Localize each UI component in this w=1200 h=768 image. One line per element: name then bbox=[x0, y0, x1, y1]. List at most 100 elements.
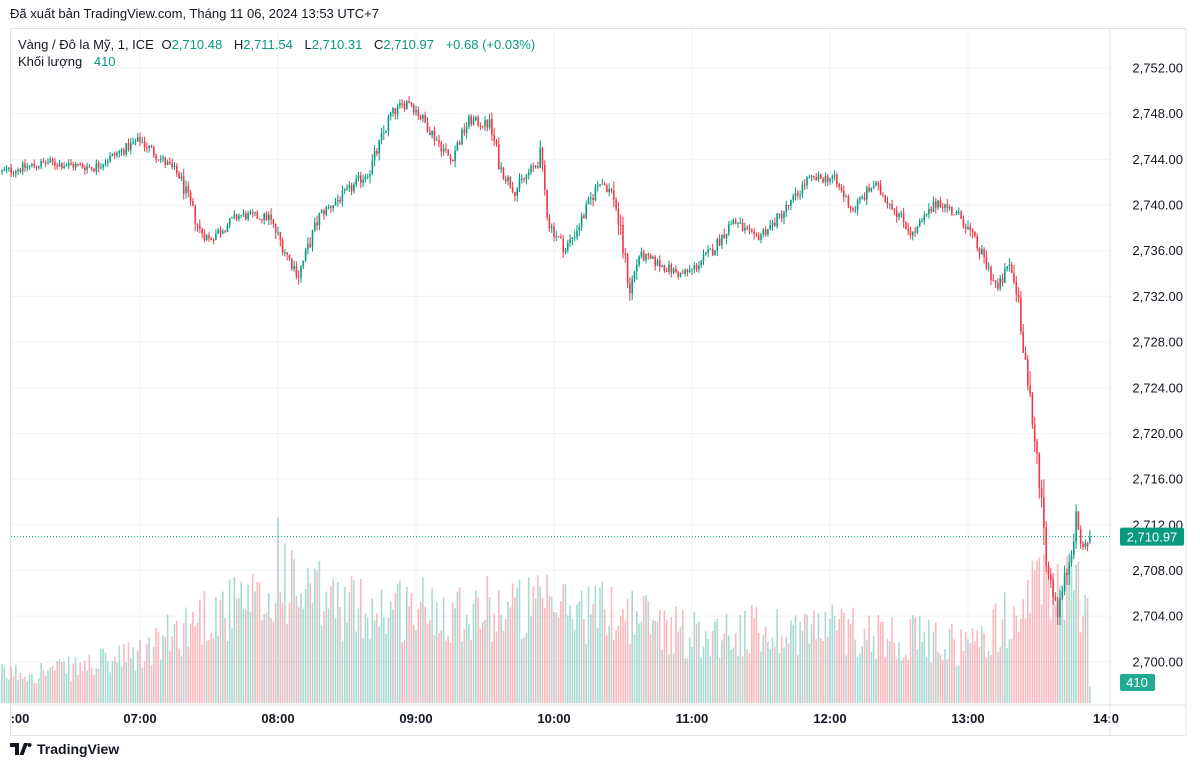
candle-body bbox=[401, 103, 403, 105]
candle-body bbox=[967, 226, 969, 229]
candle-body bbox=[65, 165, 68, 167]
candle-body bbox=[104, 163, 107, 165]
candle-body bbox=[353, 184, 355, 192]
volume-bar bbox=[93, 675, 95, 703]
candle-body bbox=[1047, 565, 1050, 575]
volume-bar bbox=[723, 633, 725, 703]
candle-body bbox=[479, 125, 482, 127]
volume-bar bbox=[341, 641, 344, 703]
candle-body bbox=[445, 148, 447, 150]
candle-body bbox=[233, 214, 236, 218]
volume-bar bbox=[914, 617, 916, 703]
volume-bar bbox=[629, 643, 631, 703]
volume-bar bbox=[801, 630, 804, 703]
volume-bar bbox=[231, 628, 233, 703]
candle-body bbox=[1061, 591, 1064, 598]
volume-bar bbox=[659, 609, 661, 703]
candle-body bbox=[86, 166, 88, 171]
volume-bar bbox=[847, 618, 850, 703]
volume-bar bbox=[985, 657, 988, 703]
candle-body bbox=[665, 271, 668, 273]
volume-bar bbox=[652, 620, 654, 703]
candle-body bbox=[256, 212, 259, 219]
volume-bar bbox=[233, 576, 236, 703]
candle-body bbox=[596, 185, 599, 187]
volume-bar bbox=[380, 588, 383, 703]
candle-body bbox=[569, 239, 571, 244]
candle-body bbox=[932, 201, 935, 212]
volume-bar bbox=[155, 628, 157, 703]
candle-body bbox=[486, 119, 489, 128]
symbol-title[interactable]: Vàng / Đô la Mỹ, 1, ICE bbox=[18, 37, 154, 52]
volume-bar bbox=[870, 651, 873, 703]
volume-bar bbox=[440, 630, 443, 703]
volume-bar bbox=[576, 604, 578, 703]
volume-bar bbox=[930, 662, 932, 703]
candle-body bbox=[603, 183, 606, 186]
candle-body bbox=[8, 167, 10, 170]
candle-body bbox=[72, 164, 75, 168]
candle-body bbox=[366, 176, 369, 178]
candle-body bbox=[744, 227, 746, 231]
volume-bar bbox=[1015, 615, 1018, 703]
candle-body bbox=[1004, 269, 1006, 283]
candle-body bbox=[481, 126, 484, 128]
volume-bar bbox=[748, 653, 751, 703]
candle-body bbox=[580, 215, 583, 227]
price-tick-label: 2,708.00 bbox=[1132, 563, 1183, 578]
volume-bar bbox=[1038, 557, 1041, 703]
candle-body bbox=[325, 207, 328, 215]
candle-body bbox=[546, 189, 548, 218]
volume-bar bbox=[905, 654, 907, 703]
volume-bar bbox=[153, 646, 155, 703]
volume-bar bbox=[468, 623, 470, 703]
volume-bar bbox=[741, 656, 744, 703]
brand-name: TradingView bbox=[37, 741, 120, 757]
volume-bar bbox=[309, 582, 311, 703]
volume-bar bbox=[861, 645, 863, 703]
candle-body bbox=[523, 178, 525, 180]
candle-body bbox=[709, 248, 712, 250]
volume-bar bbox=[378, 626, 380, 703]
volume-bar bbox=[845, 655, 847, 703]
volume-bar bbox=[465, 614, 468, 703]
candle-body bbox=[435, 139, 438, 141]
candle-body bbox=[592, 197, 594, 201]
volume-bar bbox=[803, 613, 806, 703]
candle-body bbox=[465, 126, 468, 134]
volume-bar bbox=[615, 630, 617, 703]
candle-body bbox=[314, 222, 316, 231]
candle-body bbox=[925, 214, 928, 216]
candle-body bbox=[125, 143, 127, 155]
volume-bar bbox=[171, 636, 173, 703]
candle-body bbox=[35, 166, 38, 168]
candle-body bbox=[684, 269, 686, 274]
candle-body bbox=[817, 174, 820, 181]
candle-body bbox=[808, 176, 811, 178]
volume-bar bbox=[442, 597, 445, 703]
volume-bar bbox=[852, 607, 854, 703]
price-tick-label: 2,700.00 bbox=[1132, 654, 1183, 669]
volume-bar bbox=[38, 678, 40, 703]
candle-body bbox=[907, 228, 909, 231]
volume-bar bbox=[571, 619, 574, 703]
candle-body bbox=[801, 184, 804, 195]
candle-body bbox=[1022, 331, 1024, 353]
candle-body bbox=[323, 210, 325, 215]
volume-bar bbox=[265, 612, 268, 703]
candle-body bbox=[675, 268, 677, 273]
candle-body bbox=[176, 165, 178, 173]
candle-body bbox=[974, 231, 976, 236]
volume-bar bbox=[882, 621, 884, 703]
time-tick-label: 07:00 bbox=[123, 711, 156, 726]
volume-bar bbox=[58, 659, 61, 703]
candle-body bbox=[783, 211, 785, 219]
volume-bar bbox=[935, 622, 937, 703]
volume-bar bbox=[831, 604, 834, 703]
volume-bar bbox=[1036, 560, 1038, 703]
volume-bar bbox=[553, 611, 555, 703]
candle-body bbox=[958, 211, 960, 213]
volume-bar bbox=[86, 670, 88, 703]
candle-body bbox=[978, 248, 981, 254]
